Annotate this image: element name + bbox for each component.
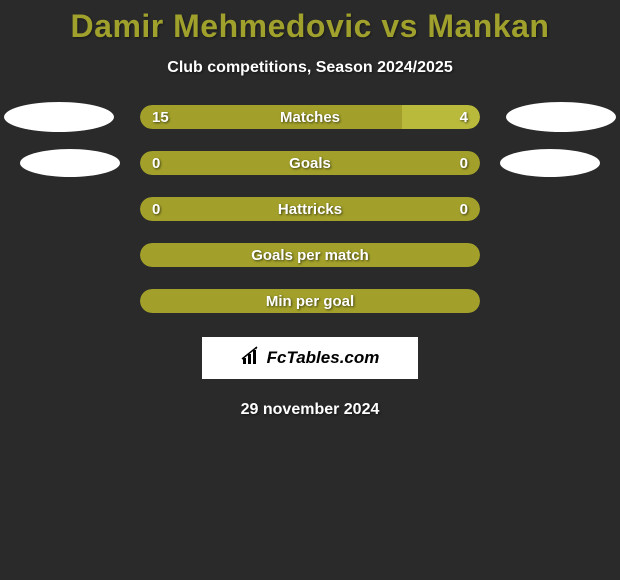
stat-label: Hattricks bbox=[278, 201, 342, 218]
stat-label: Goals per match bbox=[251, 247, 369, 264]
chart-icon bbox=[241, 346, 263, 371]
page-title: Damir Mehmedovic vs Mankan bbox=[71, 8, 550, 45]
stat-row: Min per goal bbox=[0, 289, 620, 313]
stat-bar: Matches 15 4 bbox=[140, 105, 480, 129]
player-left-indicator bbox=[4, 102, 114, 132]
stat-value-right: 0 bbox=[460, 201, 468, 218]
stat-value-left: 15 bbox=[152, 109, 169, 126]
player-left-indicator bbox=[20, 149, 120, 177]
stat-value-right: 4 bbox=[460, 109, 468, 126]
stat-label: Min per goal bbox=[266, 293, 354, 310]
bar-fill-right bbox=[402, 105, 480, 129]
player-right-indicator bbox=[500, 149, 600, 177]
stat-row: Goals per match bbox=[0, 243, 620, 267]
player-right-indicator bbox=[506, 102, 616, 132]
stat-row: Hattricks 0 0 bbox=[0, 197, 620, 221]
stat-label: Goals bbox=[289, 155, 331, 172]
stat-row: Matches 15 4 bbox=[0, 105, 620, 129]
branding-text: FcTables.com bbox=[267, 348, 380, 368]
stat-bar: Min per goal bbox=[140, 289, 480, 313]
stat-bar: Hattricks 0 0 bbox=[140, 197, 480, 221]
stat-rows: Matches 15 4 Goals 0 0 Hattricks 0 0 Goals per ma… bbox=[0, 105, 620, 313]
page-subtitle: Club competitions, Season 2024/2025 bbox=[167, 59, 452, 77]
stat-bar: Goals 0 0 bbox=[140, 151, 480, 175]
stat-bar: Goals per match bbox=[140, 243, 480, 267]
comparison-infographic: Damir Mehmedovic vs Mankan Club competit… bbox=[0, 0, 620, 419]
bar-fill-left bbox=[140, 105, 402, 129]
stat-value-left: 0 bbox=[152, 201, 160, 218]
date-label: 29 november 2024 bbox=[241, 401, 380, 419]
stat-value-left: 0 bbox=[152, 155, 160, 172]
stat-label: Matches bbox=[280, 109, 340, 126]
stat-value-right: 0 bbox=[460, 155, 468, 172]
stat-row: Goals 0 0 bbox=[0, 151, 620, 175]
branding-badge: FcTables.com bbox=[202, 337, 418, 379]
